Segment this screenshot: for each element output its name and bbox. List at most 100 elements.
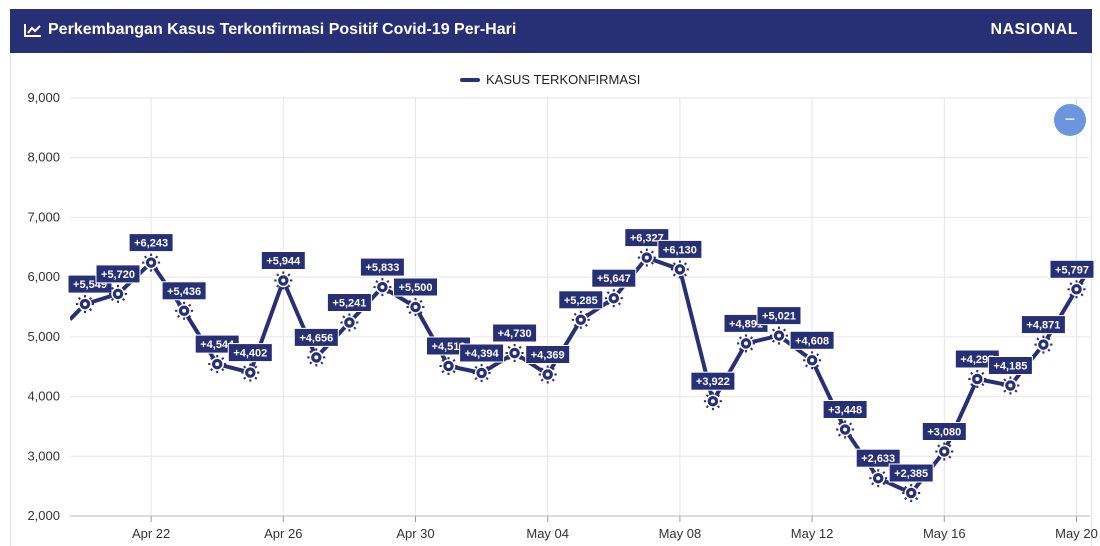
- data-label-box: [591, 268, 637, 288]
- data-label-box: [260, 251, 306, 270]
- data-point-marker: [604, 289, 623, 308]
- chart-title: Perkembangan Kasus Terkonfirmasi Positif…: [48, 21, 517, 38]
- x-tick-label: Apr 30: [396, 526, 434, 541]
- data-label-box: [95, 264, 141, 284]
- data-label: +3,080: [927, 427, 961, 439]
- marker-dot: [380, 285, 385, 290]
- data-label-box: [525, 345, 571, 364]
- marker-dot: [909, 491, 914, 495]
- data-point-marker: [670, 260, 689, 279]
- data-label: +5,833: [365, 262, 399, 274]
- legend-swatch: [460, 77, 480, 82]
- data-label: +2,633: [861, 453, 895, 465]
- data-point-marker: [307, 348, 326, 367]
- marker-dot: [116, 291, 120, 296]
- collapse-button[interactable]: −: [1054, 104, 1086, 136]
- y-tick-label: 9,000: [27, 90, 60, 105]
- marker-dot: [744, 341, 748, 346]
- marker-dot: [942, 449, 947, 454]
- marker-dot: [843, 427, 848, 432]
- x-tick-label: May 04: [526, 526, 569, 541]
- marker-dot: [281, 278, 286, 283]
- data-label-box: [359, 257, 405, 277]
- line-chart-icon: [24, 24, 41, 37]
- marker-dot: [446, 364, 451, 368]
- marker-dot: [578, 317, 583, 322]
- marker-dot: [347, 320, 352, 325]
- marker-dot: [248, 370, 253, 375]
- data-point-marker: [406, 298, 425, 316]
- data-label: +4,369: [531, 350, 565, 362]
- data-point-marker: [439, 357, 458, 375]
- y-tick-label: 8,000: [27, 150, 60, 165]
- data-label-box: [1020, 315, 1066, 335]
- data-label-box: [558, 290, 604, 310]
- data-point-marker: [505, 344, 524, 362]
- data-label: +4,544: [200, 339, 235, 351]
- data-point-marker: [274, 271, 293, 290]
- marker-dot: [545, 372, 550, 377]
- marker-dot: [777, 333, 781, 338]
- marker-dot: [149, 260, 154, 265]
- data-label-box: [789, 330, 835, 350]
- data-label-box: [492, 323, 538, 343]
- marker-dot: [810, 358, 815, 363]
- y-tick-label: 5,000: [27, 329, 60, 344]
- chart-legend[interactable]: KASUS TERKONFIRMASI: [460, 72, 640, 87]
- data-label-box: [393, 277, 438, 297]
- y-tick-label: 3,000: [27, 448, 60, 463]
- data-label-box: [657, 239, 703, 259]
- data-point-marker: [340, 313, 359, 332]
- data-label: +5,720: [101, 269, 135, 281]
- data-point-marker: [142, 253, 161, 272]
- data-label: +3,922: [696, 376, 730, 388]
- chart-header: Perkembangan Kasus Terkonfirmasi Positif…: [10, 9, 1092, 53]
- data-label: +5,500: [399, 282, 433, 294]
- y-tick-label: 6,000: [27, 269, 60, 284]
- data-label-box: [921, 422, 967, 441]
- data-point-marker: [241, 363, 260, 382]
- data-point-marker: [571, 310, 590, 329]
- data-label-box: [1049, 259, 1095, 279]
- data-point-marker: [472, 364, 491, 382]
- marker-dot: [1074, 287, 1079, 292]
- x-tick-label: May 16: [923, 526, 966, 541]
- data-point-marker: [902, 484, 921, 502]
- marker-dot: [215, 362, 220, 367]
- data-label: +4,608: [795, 335, 829, 347]
- marker-dot: [314, 355, 319, 360]
- x-tick-label: Apr 26: [264, 526, 302, 541]
- data-label: +5,436: [167, 286, 201, 298]
- data-point-marker: [935, 442, 954, 461]
- data-label-box: [690, 371, 736, 391]
- data-point-marker: [869, 469, 888, 488]
- data-label: +4,185: [993, 361, 1027, 373]
- marker-dot: [479, 371, 484, 375]
- data-label-box: [293, 327, 339, 347]
- chart-title-group: Perkembangan Kasus Terkonfirmasi Positif…: [24, 21, 516, 39]
- region-label: NASIONAL: [990, 21, 1078, 38]
- data-label: +5,797: [1055, 264, 1089, 276]
- data-label-box: [756, 306, 802, 326]
- data-label: +6,130: [663, 244, 697, 256]
- data-label: +4,871: [1026, 320, 1060, 332]
- marker-dot: [1041, 342, 1046, 347]
- data-point-marker: [76, 295, 94, 314]
- data-point-marker: [637, 248, 656, 267]
- data-label: +5,647: [597, 273, 631, 285]
- data-label: +4,656: [299, 332, 333, 344]
- marker-dot: [611, 296, 616, 301]
- data-label-box: [128, 233, 174, 253]
- data-point-marker: [1034, 335, 1053, 354]
- data-point-marker: [208, 355, 227, 374]
- minus-icon: −: [1064, 109, 1076, 129]
- x-tick-label: May 20: [1055, 526, 1098, 541]
- data-label: +5,285: [564, 295, 598, 307]
- marker-dot: [710, 399, 715, 404]
- marker-dot: [182, 308, 187, 313]
- data-label-box: [987, 356, 1033, 375]
- data-label: +3,448: [828, 405, 862, 417]
- data-label: +6,243: [134, 238, 168, 250]
- data-point-marker: [968, 370, 987, 388]
